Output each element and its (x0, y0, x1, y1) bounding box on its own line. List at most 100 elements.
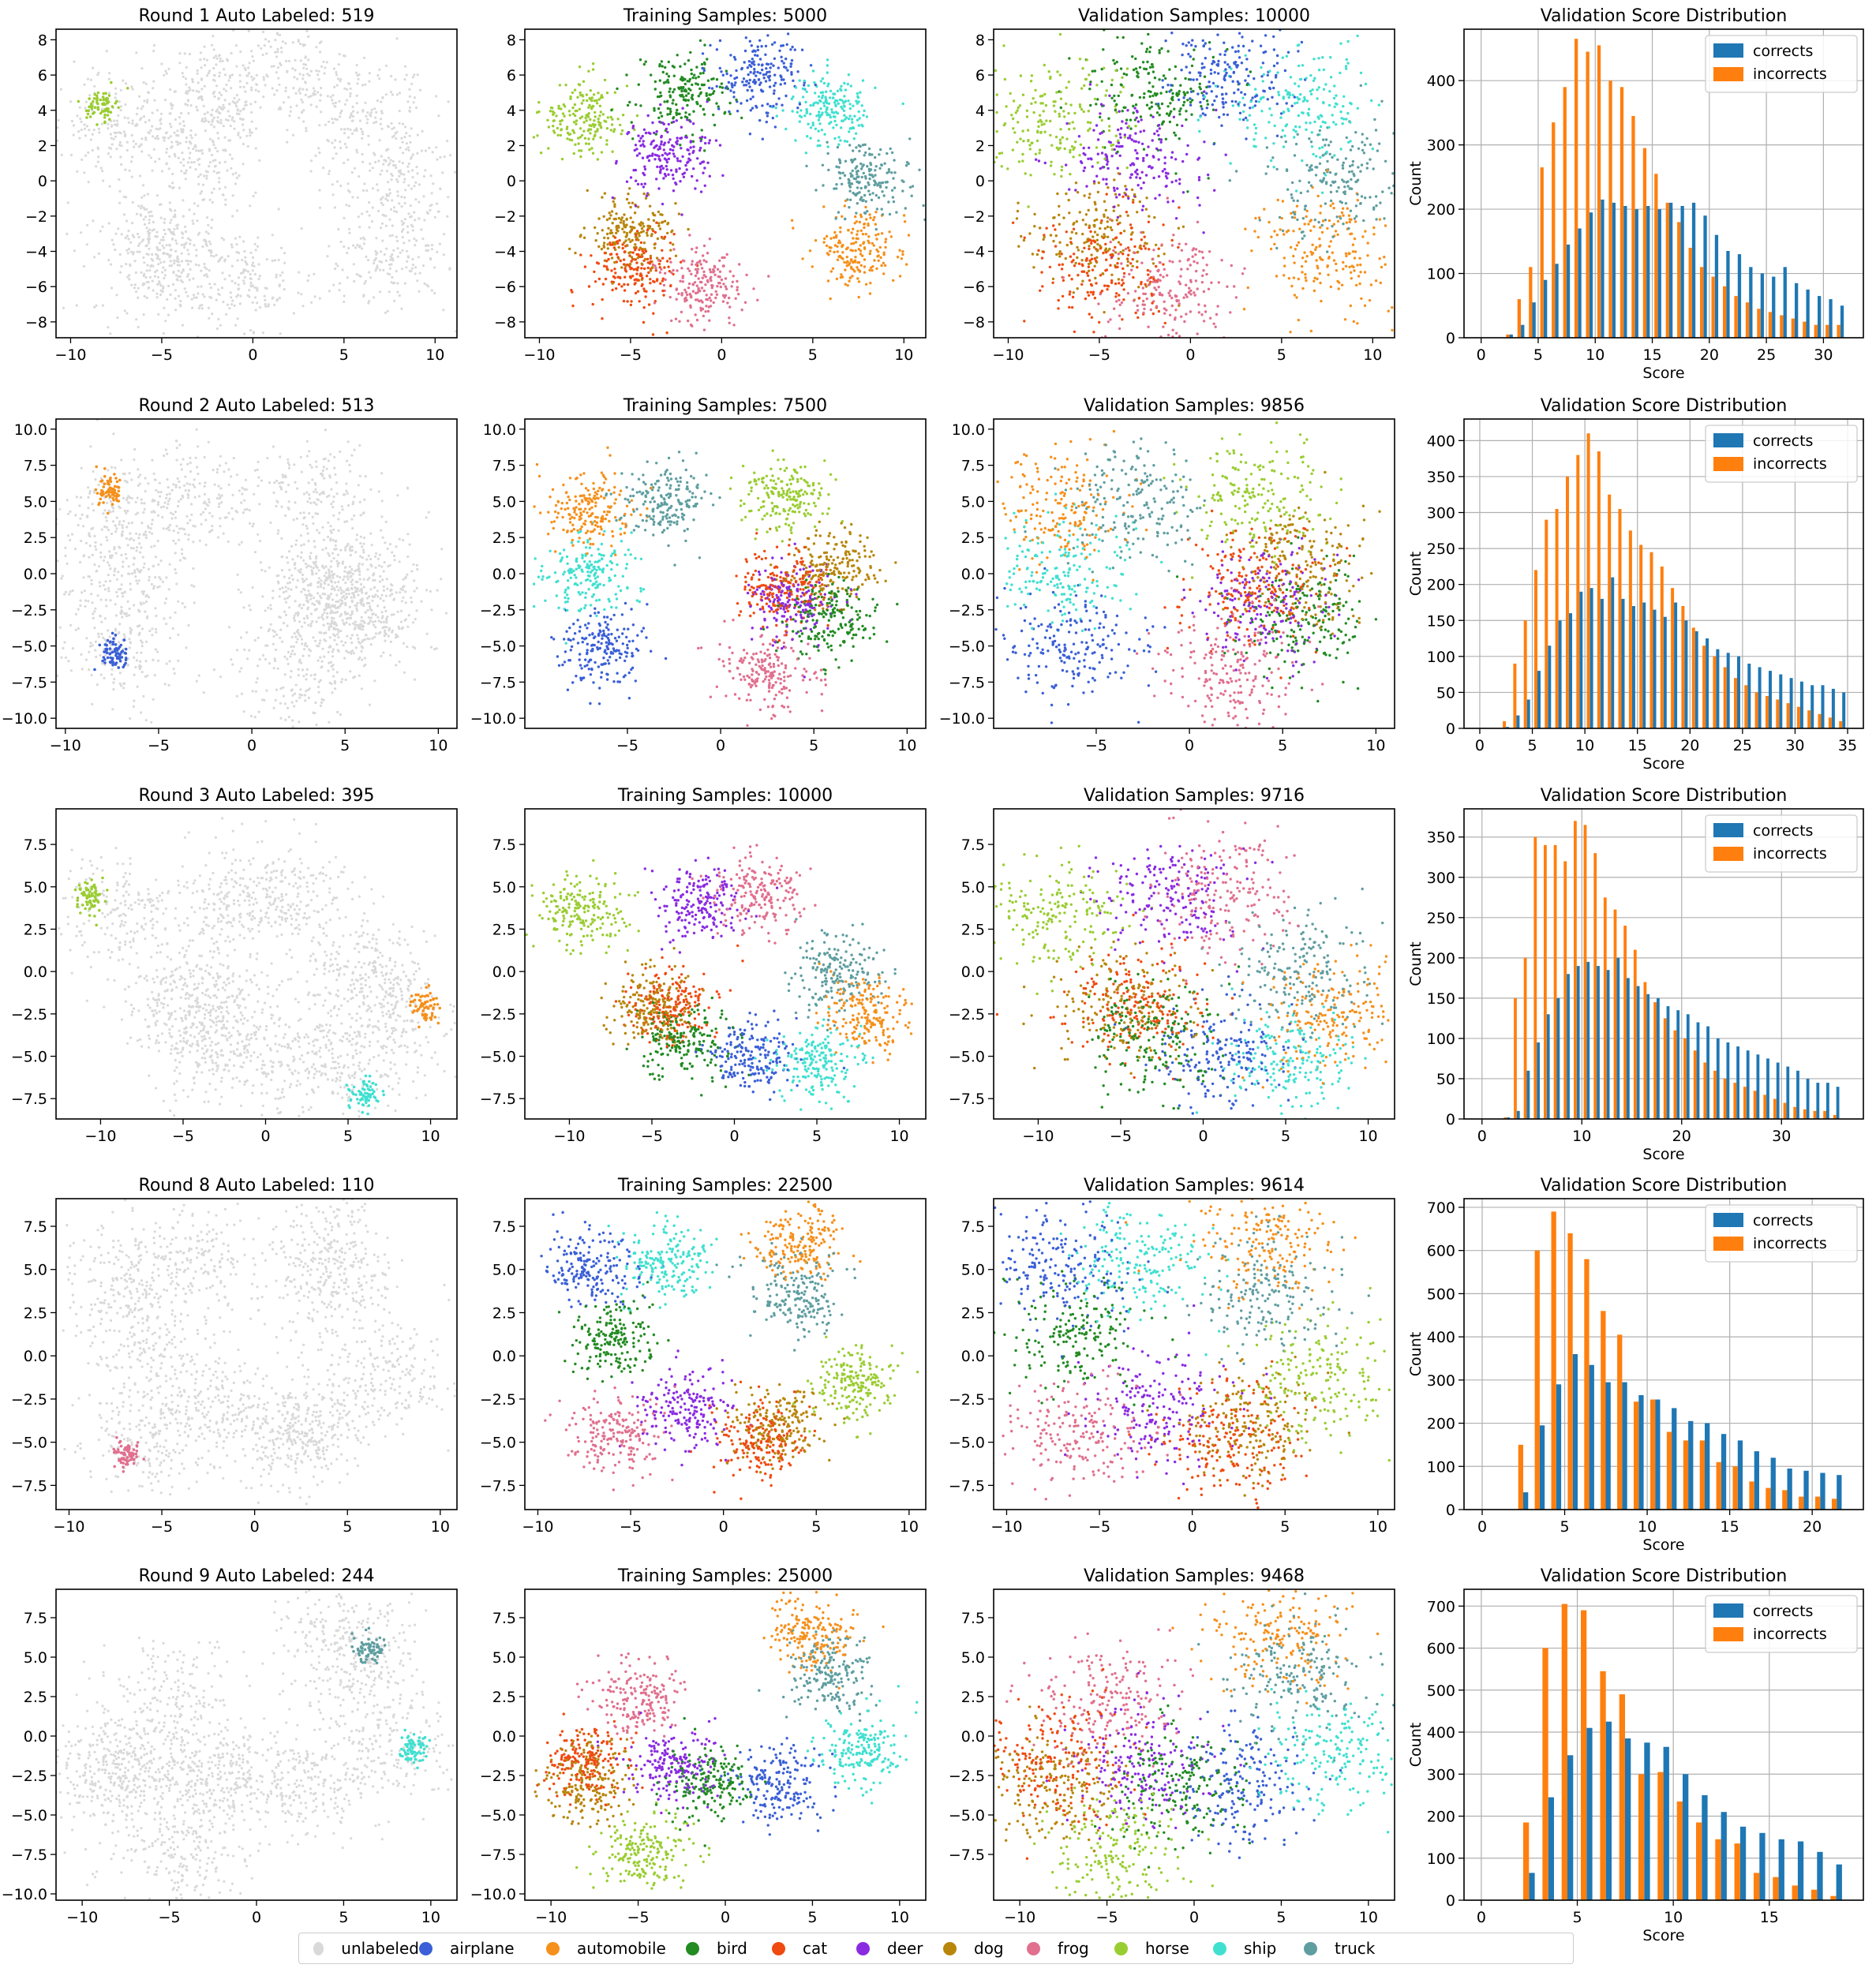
automobile-point (829, 237, 833, 240)
frog-point (1178, 302, 1181, 305)
frog-point (1141, 303, 1144, 306)
cat-point (591, 302, 594, 306)
airplane-point (791, 45, 794, 49)
horse-point (963, 110, 965, 112)
bird-point (687, 87, 691, 91)
automobile-point (829, 297, 832, 301)
horse-point (577, 83, 581, 86)
deer-point (703, 184, 706, 187)
horse-point (114, 101, 118, 105)
automobile-point (850, 258, 853, 261)
airplane-point (1253, 104, 1257, 107)
airplane-point (1220, 86, 1224, 89)
horse-point (93, 106, 97, 109)
automobile-point (907, 234, 911, 237)
dog-point (625, 217, 628, 221)
automobile-point (880, 232, 884, 235)
unlabeled-point (431, 151, 434, 154)
y-tick-label: 4 (507, 103, 516, 120)
truck-point (1365, 162, 1369, 165)
unlabeled-point (416, 172, 419, 175)
horse-point (588, 148, 591, 152)
unlabeled-point (143, 272, 146, 275)
bird-point (1132, 111, 1135, 114)
automobile-point (1294, 248, 1297, 251)
dog-point (1092, 181, 1096, 185)
unlabeled-point (395, 137, 398, 140)
dog-point (674, 202, 677, 205)
unlabeled-point (403, 196, 406, 199)
unlabeled-point (251, 264, 254, 267)
truck-point (886, 181, 889, 184)
unlabeled-point (84, 127, 87, 130)
unlabeled-point (170, 107, 174, 110)
cat-point (1132, 200, 1135, 204)
automobile-point (852, 241, 856, 245)
unlabeled-point (218, 91, 221, 95)
airplane-point (751, 89, 754, 92)
frog-point (707, 305, 710, 309)
cat-point (594, 280, 597, 283)
unlabeled-point (315, 69, 318, 73)
truck-point (1308, 137, 1311, 140)
deer-point (1125, 188, 1128, 191)
unlabeled-point (281, 40, 284, 43)
cat-point (1106, 284, 1109, 287)
ship-point (1329, 56, 1332, 59)
frog-point (1142, 292, 1145, 295)
frog-point (689, 304, 692, 307)
cat-point (1093, 257, 1097, 260)
unlabeled-point (268, 40, 271, 43)
truck-point (1327, 144, 1331, 147)
ship-point (1260, 96, 1263, 99)
dog-point (1136, 211, 1139, 214)
ship-point (841, 119, 845, 122)
horse-point (1083, 84, 1086, 88)
truck-point (1349, 148, 1353, 152)
unlabeled-point (89, 78, 92, 81)
cat-point (1114, 237, 1118, 240)
unlabeled-point (175, 260, 178, 263)
airplane-point (733, 84, 736, 87)
unlabeled-point (205, 58, 209, 62)
dog-point (1155, 243, 1158, 247)
unlabeled-point (170, 264, 173, 268)
horse-point (1043, 63, 1047, 67)
unlabeled-point (368, 226, 371, 229)
horse-point (571, 91, 575, 95)
unlabeled-point (204, 239, 207, 242)
dog-point (1114, 193, 1118, 196)
unlabeled-point (367, 259, 370, 262)
unlabeled-point (233, 304, 236, 307)
deer-point (1185, 152, 1189, 156)
airplane-point (732, 91, 736, 94)
ship-point (1324, 121, 1327, 125)
unlabeled-point (110, 137, 113, 140)
ship-point (857, 124, 861, 127)
truck-point (1369, 196, 1372, 199)
x-tick-label: 5 (339, 346, 349, 364)
unlabeled-point (304, 80, 307, 84)
horse-point (1110, 144, 1113, 148)
horse-point (552, 129, 556, 133)
airplane-point (747, 60, 751, 63)
truck-point (880, 208, 883, 211)
unlabeled-point (381, 96, 384, 99)
airplane-point (780, 75, 783, 79)
unlabeled-point (247, 66, 250, 69)
horse-point (970, 117, 972, 119)
x-tick-label: −5 (151, 346, 173, 364)
ship-point (1315, 155, 1318, 158)
horse-point (558, 84, 562, 87)
unlabeled-point (110, 147, 113, 150)
unlabeled-point (147, 131, 150, 134)
horse-point (107, 100, 110, 103)
truck-point (848, 189, 852, 193)
cat-point (1151, 312, 1155, 316)
cat-point (644, 249, 648, 253)
frog-point (696, 268, 699, 271)
airplane-point (1293, 95, 1297, 99)
unlabeled-point (277, 208, 280, 211)
cat-point (634, 258, 638, 261)
unlabeled-point (371, 187, 375, 190)
